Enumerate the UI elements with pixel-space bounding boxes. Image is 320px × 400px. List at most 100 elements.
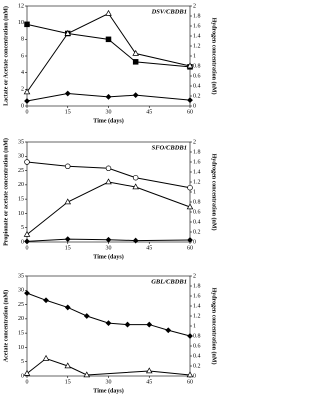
marker [105, 320, 112, 327]
y2-tick-label: 1.6 [193, 293, 201, 299]
marker [23, 230, 31, 237]
marker [24, 98, 30, 104]
marker [187, 184, 193, 191]
figure: 0 15 30 45 6002468101200.20.40.60.811.21.41.… [2, 3, 218, 394]
marker [187, 97, 193, 104]
marker [186, 62, 194, 69]
x-axis-label: Time (days) [93, 253, 123, 260]
y2-axis-label: Hydrogen concentration (nM) [211, 154, 218, 231]
marker [145, 367, 153, 374]
panel-title: GBL/CBDB1 [151, 278, 187, 285]
marker [132, 92, 139, 99]
marker [105, 178, 112, 185]
marker [24, 238, 30, 245]
panel-title: SFO/CBDB1 [152, 144, 187, 151]
y2-tick-label: 0.8 [193, 333, 201, 339]
y-tick-label: 10 [18, 345, 24, 351]
panel: 0 15 30 45 600510152025303500.20.40.60.811.2… [2, 138, 217, 260]
marker [23, 369, 31, 376]
x-tick-label: 60 [187, 109, 193, 115]
y-tick-label: 15 [18, 197, 24, 203]
y-tick-label: 30 [18, 288, 24, 294]
y-tick-label: 0 [21, 239, 24, 245]
x-tick-label: 0 [26, 379, 29, 385]
y2-tick-label: 1 [193, 189, 196, 195]
x-tick-label: 15 [65, 245, 71, 251]
y2-tick-label: 0.8 [193, 199, 201, 205]
marker [132, 183, 139, 190]
marker [24, 290, 30, 297]
series-line [26, 292, 191, 337]
y2-tick-label: 1.4 [193, 33, 201, 39]
marker [124, 321, 131, 328]
y2-tick-label: 1.4 [193, 303, 201, 309]
marker [132, 49, 139, 56]
series-line [26, 12, 191, 93]
x-tick-label: 60 [187, 379, 193, 385]
marker [186, 371, 194, 378]
y-tick-label: 5 [21, 359, 24, 365]
panel: 0 15 30 45 6002468101200.20.40.60.811.21.41.… [2, 3, 217, 124]
y2-tick-label: 2 [193, 273, 196, 279]
y2-axis-label: Hydrogen concentration (nM) [211, 288, 218, 365]
y-tick-label: 0 [21, 103, 24, 109]
x-tick-label: 15 [65, 109, 71, 115]
y-tick-label: 20 [18, 182, 24, 188]
y-tick-label: 20 [18, 316, 24, 322]
y2-tick-label: 1.8 [193, 283, 201, 289]
y2-tick-label: 0.2 [193, 363, 201, 369]
marker [64, 236, 71, 243]
marker [186, 203, 194, 210]
y2-tick-label: 0.4 [193, 83, 201, 89]
y2-tick-label: 0.6 [193, 209, 201, 215]
y2-tick-label: 1.2 [193, 179, 201, 185]
y-tick-label: 10 [18, 20, 24, 26]
plot-frame [26, 141, 191, 243]
marker [187, 237, 193, 243]
marker [105, 236, 112, 243]
marker [105, 93, 112, 100]
y2-tick-label: 1 [193, 323, 196, 329]
y2-axis-label: Hydrogen concentration (nM) [211, 18, 218, 95]
marker [165, 327, 172, 334]
y-tick-label: 25 [18, 168, 24, 174]
x-tick-label: 0 [26, 109, 29, 115]
marker [64, 29, 72, 36]
x-tick-label: 45 [146, 245, 152, 251]
y-tick-label: 8 [21, 37, 24, 43]
x-tick-label: 30 [106, 245, 112, 251]
y2-tick-label: 0.4 [193, 219, 201, 225]
marker [105, 36, 112, 43]
marker [132, 174, 139, 181]
y2-tick-label: 0 [193, 373, 196, 379]
y-axis-label: Propionate or acetate concentration (mM) [2, 138, 9, 246]
y2-tick-label: 0.8 [193, 63, 201, 69]
y2-tick-label: 0.2 [193, 229, 201, 235]
x-tick-label: 0 [26, 245, 29, 251]
y-axis-label: Acetate concentration (mM) [2, 290, 9, 362]
x-tick-label: 15 [65, 379, 71, 385]
y-tick-label: 35 [18, 273, 24, 279]
marker [24, 21, 30, 28]
y2-tick-label: 2 [193, 3, 196, 9]
series-line [26, 357, 191, 376]
x-tick-label: 45 [146, 109, 152, 115]
y2-tick-label: 0 [193, 239, 196, 245]
x-tick-label: 30 [106, 109, 112, 115]
y-tick-label: 15 [18, 331, 24, 337]
y2-tick-label: 1 [193, 53, 196, 59]
marker [64, 304, 71, 311]
marker [132, 237, 139, 244]
marker [83, 371, 91, 378]
marker [64, 198, 72, 205]
marker [105, 9, 112, 16]
marker [42, 354, 50, 361]
marker [64, 362, 72, 369]
y2-tick-label: 1.6 [193, 23, 201, 29]
x-tick-label: 45 [146, 379, 152, 385]
marker [132, 59, 139, 65]
y-tick-label: 30 [18, 154, 24, 160]
marker [187, 333, 193, 339]
y2-tick-label: 2 [193, 139, 196, 145]
marker [64, 90, 71, 97]
